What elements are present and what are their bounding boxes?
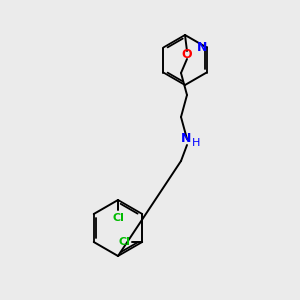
Text: O: O [182, 49, 192, 62]
Text: Cl: Cl [112, 213, 124, 223]
Text: N: N [181, 133, 191, 146]
Text: N: N [196, 41, 207, 54]
Text: Cl: Cl [118, 237, 130, 247]
Text: H: H [192, 138, 200, 148]
